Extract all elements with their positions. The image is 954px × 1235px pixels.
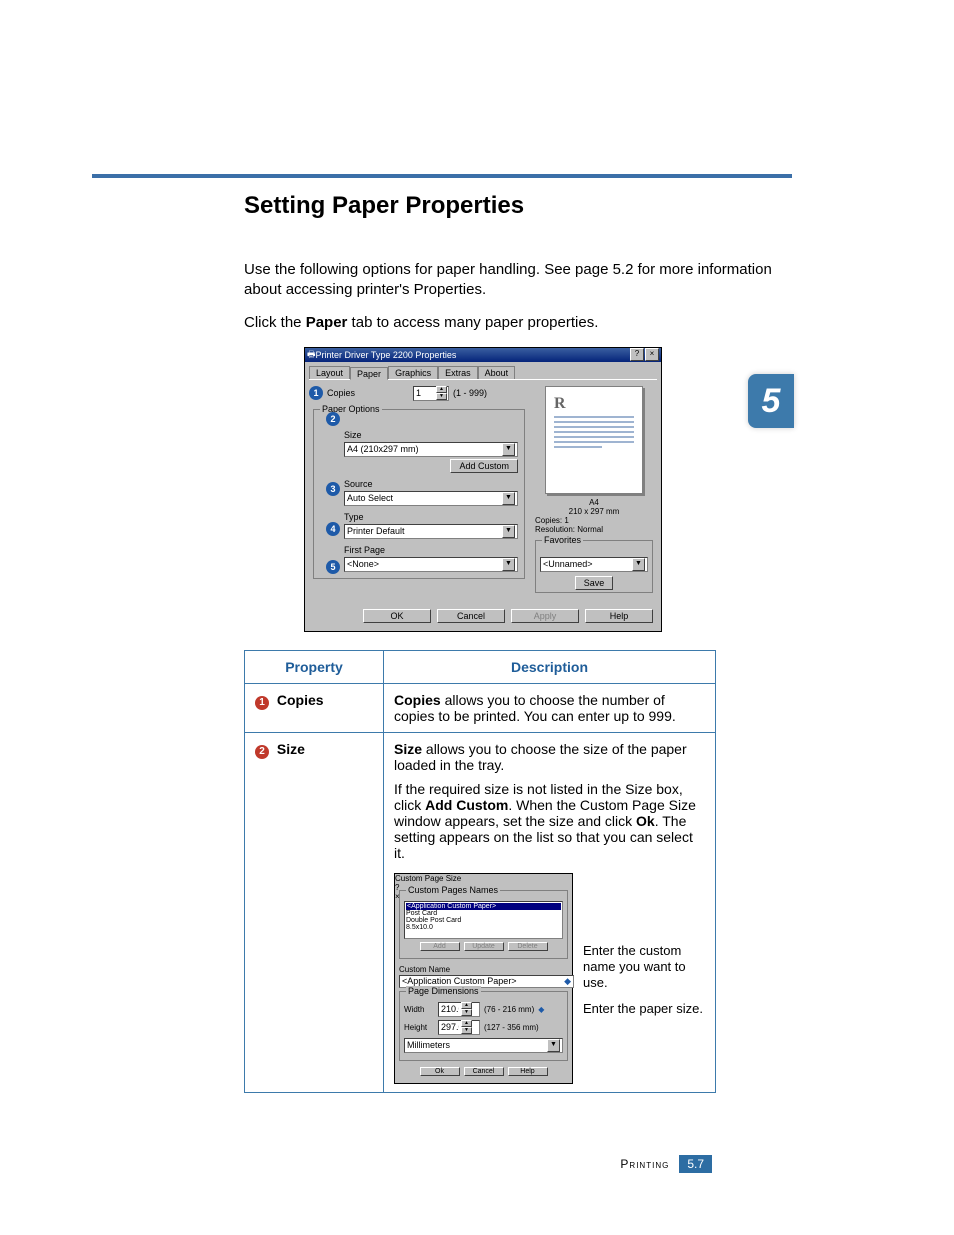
width-input[interactable]: ▲▼ <box>438 1002 480 1017</box>
column-description: Description <box>384 650 716 683</box>
favorites-select[interactable]: <Unnamed>▼ <box>540 557 648 572</box>
intro-para-1: Use the following options for paper hand… <box>244 260 790 299</box>
custom-ok-button[interactable]: Ok <box>420 1067 460 1076</box>
custom-help-button-bottom[interactable]: Help <box>508 1067 548 1076</box>
custom-cancel-button[interactable]: Cancel <box>464 1067 504 1076</box>
badge-3: 3 <box>326 482 340 496</box>
cancel-button[interactable]: Cancel <box>437 609 505 623</box>
custom-delete-button[interactable]: Delete <box>508 942 548 951</box>
custom-name-label: Custom Name <box>399 965 450 974</box>
printer-icon: 🖶 <box>307 347 316 363</box>
row-name-size: Size <box>277 741 305 757</box>
row-badge-1: 1 <box>255 696 269 710</box>
first-page-label: First Page <box>344 545 518 555</box>
height-label: Height <box>404 1023 434 1032</box>
preview-page: R <box>545 386 643 494</box>
badge-4: 4 <box>326 522 340 536</box>
column-property: Property <box>245 650 384 683</box>
units-select[interactable]: Millimeters▼ <box>404 1038 563 1053</box>
tab-paper[interactable]: Paper <box>350 367 388 380</box>
badge-1: 1 <box>309 386 323 400</box>
first-page-select[interactable]: <None>▼ <box>344 557 518 572</box>
dialog-titlebar: 🖶 Printer Driver Type 2200 Properties ? … <box>305 348 661 362</box>
size-label: Size <box>344 430 518 440</box>
properties-table: Property Description 1 Copies Copies all… <box>244 650 716 1093</box>
tab-layout[interactable]: Layout <box>309 366 350 379</box>
add-custom-button[interactable]: Add Custom <box>450 459 518 473</box>
row-desc-copies: Copies allows you to choose the number o… <box>384 683 716 732</box>
tab-graphics[interactable]: Graphics <box>388 366 438 379</box>
copies-input[interactable] <box>414 388 436 398</box>
preview-copies: Copies: 1 <box>535 516 653 525</box>
page-dimensions-group: Page Dimensions <box>406 986 481 996</box>
help-button-bottom[interactable]: Help <box>585 609 653 623</box>
footer-section: Printing <box>620 1157 669 1171</box>
page-footer: Printing 5.7 <box>620 1155 712 1173</box>
custom-title: Custom Page Size <box>395 874 461 883</box>
custom-page-size-dialog: Custom Page Size ? × Custom Pages Names … <box>394 873 573 1084</box>
printer-properties-dialog: 🖶 Printer Driver Type 2200 Properties ? … <box>304 347 662 632</box>
row-desc-size: Size allows you to choose the size of th… <box>384 732 716 1092</box>
preview-name: A4 <box>535 498 653 507</box>
intro-para-2: Click the Paper tab to access many paper… <box>244 313 790 333</box>
tab-about[interactable]: About <box>478 366 516 379</box>
save-button[interactable]: Save <box>575 576 614 590</box>
ok-button[interactable]: OK <box>363 609 431 623</box>
preview-dims: 210 x 297 mm <box>535 507 653 516</box>
row-badge-2: 2 <box>255 745 269 759</box>
tab-extras[interactable]: Extras <box>438 366 478 379</box>
callout-name: Enter the custom name you want to use. <box>583 943 705 992</box>
preview-res: Resolution: Normal <box>535 525 653 534</box>
custom-names-list[interactable]: <Application Custom Paper> Post Card Dou… <box>404 901 563 939</box>
table-row: 2 Size Size allows you to choose the siz… <box>245 732 716 1092</box>
copies-spinner[interactable]: ▲▼ <box>413 386 449 401</box>
source-select[interactable]: Auto Select▼ <box>344 491 518 506</box>
favorites-group: Favorites <box>542 535 583 545</box>
size-select[interactable]: A4 (210x297 mm)▼ <box>344 442 518 457</box>
callout-size: Enter the paper size. <box>583 1001 703 1017</box>
dialog-tabs: Layout Paper Graphics Extras About <box>305 362 661 379</box>
badge-2: 2 <box>326 412 340 426</box>
width-range: (76 - 216 mm) <box>484 1005 534 1014</box>
page-title: Setting Paper Properties <box>244 192 790 220</box>
height-range: (127 - 356 mm) <box>484 1023 539 1032</box>
type-label: Type <box>344 512 518 522</box>
page-content: Setting Paper Properties Use the followi… <box>244 192 790 1093</box>
copies-range: (1 - 999) <box>453 388 487 398</box>
source-label: Source <box>344 479 518 489</box>
apply-button[interactable]: Apply <box>511 609 579 623</box>
height-input[interactable]: ▲▼ <box>438 1020 480 1035</box>
badge-5: 5 <box>326 560 340 574</box>
footer-page-number: 5.7 <box>679 1155 712 1173</box>
close-button[interactable]: × <box>645 348 659 361</box>
row-name-copies: Copies <box>277 692 324 708</box>
custom-names-group: Custom Pages Names <box>406 885 500 895</box>
type-select[interactable]: Printer Default▼ <box>344 524 518 539</box>
top-rule <box>92 174 792 178</box>
width-label: Width <box>404 1005 434 1014</box>
dialog-title: Printer Driver Type 2200 Properties <box>316 350 630 360</box>
custom-update-button[interactable]: Update <box>464 942 504 951</box>
copies-label: Copies <box>327 388 375 398</box>
table-row: 1 Copies Copies allows you to choose the… <box>245 683 716 732</box>
help-button[interactable]: ? <box>630 348 644 361</box>
custom-add-button[interactable]: Add <box>420 942 460 951</box>
